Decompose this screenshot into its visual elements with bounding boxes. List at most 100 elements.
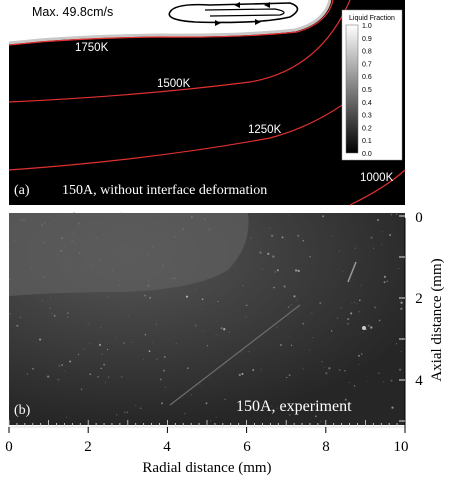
speckle xyxy=(165,386,167,388)
speckle xyxy=(101,353,103,355)
panel-a: Max. 49.8cm/s 1750K 1500K 1250K 1000K Li… xyxy=(8,0,406,206)
speckle xyxy=(160,379,162,381)
speckle xyxy=(185,295,189,298)
speckle xyxy=(370,326,373,329)
colorbar-title: Liquid Fraction xyxy=(349,15,395,22)
speckle xyxy=(297,269,300,273)
speckle xyxy=(246,304,248,306)
speckle xyxy=(350,303,353,305)
speckle xyxy=(98,343,102,347)
speckle xyxy=(382,380,385,383)
speckle xyxy=(47,375,50,378)
speckle xyxy=(381,244,383,246)
speckle xyxy=(228,331,230,333)
speckle xyxy=(378,372,380,375)
speckle xyxy=(360,284,362,286)
speckle xyxy=(319,302,322,305)
speckle xyxy=(175,343,177,345)
speckle xyxy=(302,240,304,242)
speckle xyxy=(194,288,197,291)
speckle xyxy=(347,318,350,321)
radial-tick-label-4: 4 xyxy=(163,439,171,455)
radial-axis-title: Radial distance (mm) xyxy=(142,460,271,476)
speckle xyxy=(381,231,384,233)
speckle xyxy=(316,405,317,407)
speckle xyxy=(58,364,61,368)
speckle xyxy=(302,368,304,370)
panel-b: (b) 150A, experiment 0 2 4 Axial distanc… xyxy=(5,210,445,476)
speckle xyxy=(49,297,52,299)
speckle xyxy=(42,300,43,302)
speckle xyxy=(383,275,387,278)
speckle xyxy=(276,326,278,328)
speckle xyxy=(201,298,204,300)
speckle xyxy=(16,324,19,327)
speckle xyxy=(215,334,217,336)
colorbar-tick: 0.7 xyxy=(362,61,372,68)
speckle xyxy=(241,372,244,375)
isotherm-1000-line xyxy=(349,169,406,206)
flow-arrow-icon xyxy=(215,20,221,26)
axial-tick-label-0: 0 xyxy=(415,210,423,226)
axial-axis-title: Axial distance (mm) xyxy=(429,258,445,381)
speckle xyxy=(358,354,360,357)
speckle xyxy=(350,312,353,315)
ruler-ticks xyxy=(8,420,406,427)
speckle xyxy=(105,381,107,383)
speckle xyxy=(110,342,112,344)
speckle xyxy=(144,334,146,336)
speckle xyxy=(224,398,226,400)
speckle xyxy=(99,386,101,388)
speckle xyxy=(106,313,108,315)
radial-ticks xyxy=(8,427,406,433)
speckle xyxy=(152,341,154,343)
speckle xyxy=(156,358,158,360)
panel-b-label: (b) xyxy=(14,403,31,418)
speckle xyxy=(362,331,364,333)
speckle xyxy=(359,299,361,302)
speckle xyxy=(376,219,380,222)
speckle xyxy=(296,298,298,300)
speckle xyxy=(358,311,360,313)
axial-ticks xyxy=(399,215,405,422)
speckle xyxy=(338,250,340,252)
speckle xyxy=(107,376,110,378)
speckle xyxy=(144,294,146,297)
speckle xyxy=(32,367,34,370)
panel-b-caption: 150A, experiment xyxy=(236,398,352,415)
speckle xyxy=(122,342,125,344)
colorbar-tick: 0.1 xyxy=(362,138,372,145)
speckle xyxy=(271,405,273,407)
axial-tick-label-2: 2 xyxy=(415,291,423,307)
speckle xyxy=(155,323,158,325)
speckle xyxy=(290,304,293,306)
colorbar-tick: 0.0 xyxy=(362,151,372,158)
speckle xyxy=(321,360,323,363)
isotherm-label-1000: 1000K xyxy=(360,172,394,184)
speckle xyxy=(315,415,317,418)
speckle xyxy=(187,367,189,369)
speckle xyxy=(115,336,117,338)
speckle xyxy=(123,411,126,414)
speckle xyxy=(331,330,333,332)
speckle xyxy=(149,296,152,299)
speckle xyxy=(294,269,298,272)
speckle xyxy=(273,286,275,289)
speckle xyxy=(80,388,83,390)
speckle xyxy=(274,271,276,273)
speckle xyxy=(398,368,402,371)
speckle xyxy=(245,316,247,318)
speckle xyxy=(194,324,197,327)
speckle xyxy=(293,295,296,298)
speckle xyxy=(344,398,347,401)
scratch-line xyxy=(169,304,301,406)
speckle xyxy=(190,394,192,396)
speckle xyxy=(289,406,291,409)
speckle xyxy=(163,356,166,358)
speckle xyxy=(259,251,262,254)
speckle xyxy=(89,342,91,344)
radial-tick-label-6: 6 xyxy=(243,439,251,455)
speckle xyxy=(347,322,349,325)
speckle xyxy=(323,367,325,368)
